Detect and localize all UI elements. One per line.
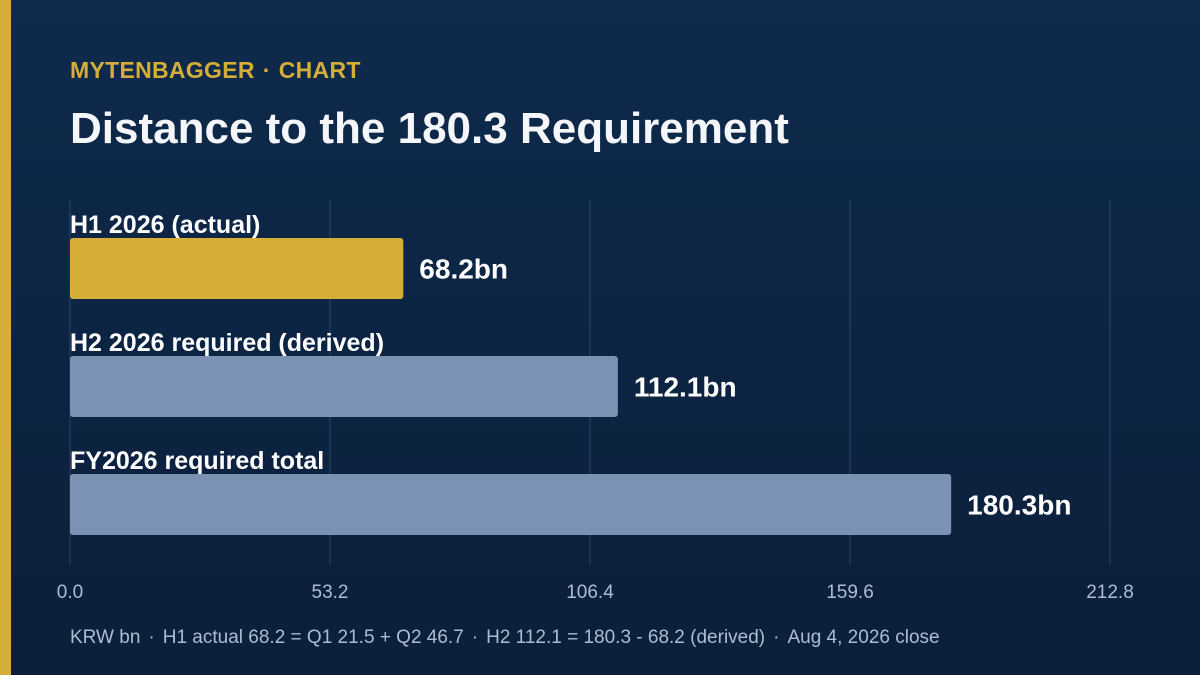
x-tick-label: 159.6	[826, 582, 874, 603]
footnote-date: Aug 4, 2026 close	[787, 627, 940, 648]
footnote-separator: ·	[773, 627, 780, 648]
x-tick-label: 53.2	[312, 582, 349, 603]
footnote-separator: ·	[148, 627, 155, 648]
section-name: CHART	[278, 57, 361, 83]
x-tick-label: 0.0	[57, 582, 83, 603]
bar	[70, 238, 404, 299]
value-label: 68.2bn	[419, 254, 508, 285]
x-tick-label: 212.8	[1086, 582, 1134, 603]
page-title: Distance to the 180.3 Requirement	[70, 104, 789, 153]
footnote-h2: H2 112.1 = 180.3 - 68.2 (derived)	[486, 627, 766, 648]
footnote: KRW bn · H1 actual 68.2 = Q1 21.5 + Q2 46.…	[70, 627, 940, 649]
footnote-h1: H1 actual 68.2 = Q1 21.5 + Q2 46.7	[162, 627, 464, 648]
eyebrow-label: MYTENBAGGER · CHART	[70, 57, 361, 84]
footnote-units: KRW bn	[70, 627, 141, 648]
category-label: H2 2026 required (derived)	[70, 329, 384, 357]
category-label: H1 2026 (actual)	[70, 211, 260, 239]
bar	[70, 474, 952, 535]
eyebrow-separator: ·	[262, 57, 271, 83]
value-label: 112.1bn	[634, 372, 737, 403]
footnote-separator: ·	[471, 627, 479, 648]
value-label: 180.3bn	[967, 490, 1071, 521]
brand-name: MYTENBAGGER	[70, 57, 255, 83]
x-tick-label: 106.4	[566, 582, 614, 603]
accent-stripe	[0, 0, 11, 675]
bar	[70, 356, 618, 417]
category-label: FY2026 required total	[70, 447, 324, 475]
